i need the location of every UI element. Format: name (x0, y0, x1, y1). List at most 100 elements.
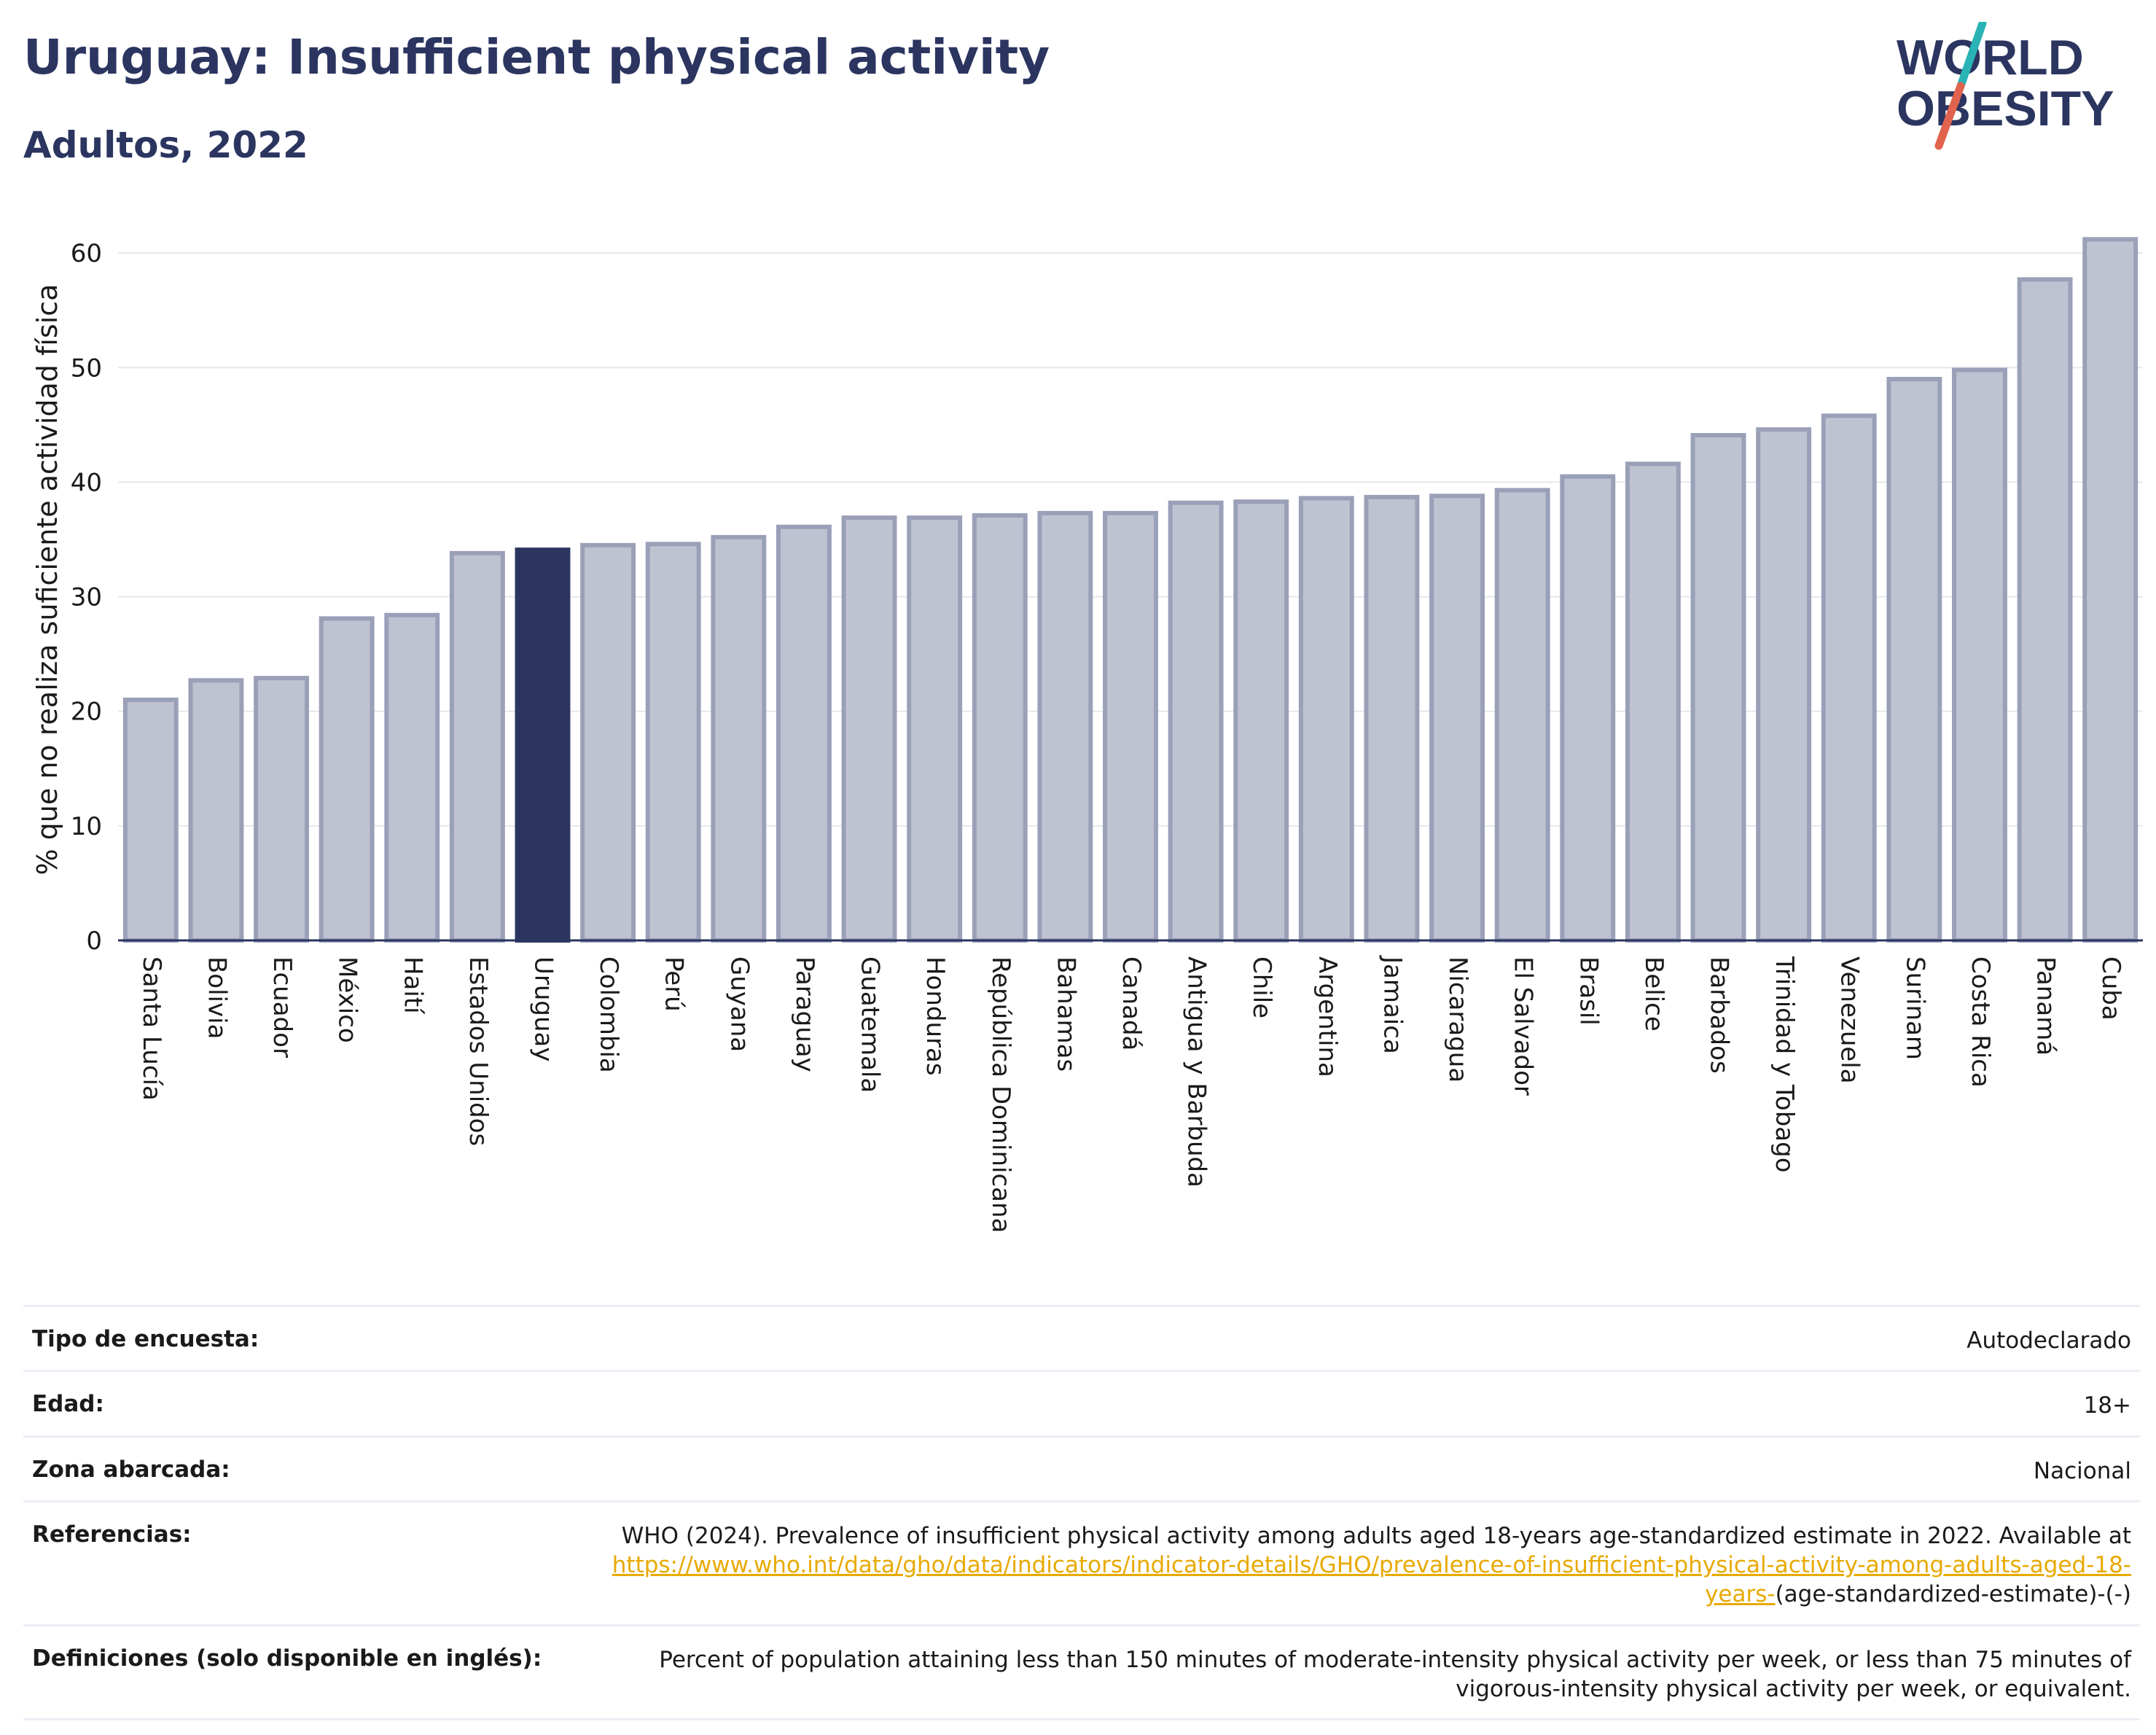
x-tick-label: Canadá (1117, 956, 1146, 1050)
x-tick-label: Santa Lucía (137, 956, 166, 1101)
bar-trinidad-y-tobago (1756, 427, 1812, 943)
bar-ecuador (254, 676, 309, 943)
bar-estados-unidos (449, 550, 505, 943)
bar-el-salvador (1494, 488, 1550, 943)
bar-brasil (1560, 474, 1616, 943)
logo-slash-coral (1934, 82, 1965, 150)
y-tick-label: 50 (71, 354, 102, 383)
meta-row-survey-type: Tipo de encuesta: Autodeclarado (23, 1305, 2140, 1370)
chart-bars (122, 237, 2139, 943)
x-tick-label: Perú (660, 956, 689, 1012)
bar-belice (1625, 461, 1681, 943)
bar-cuba (2082, 237, 2139, 943)
meta-label: Zona abarcada: (32, 1456, 230, 1483)
bar-méxico (319, 616, 375, 943)
x-axis-ticks: Santa Lucía Bolivia Ecuador México Haití Esta… (137, 955, 2125, 1233)
bar-uruguay (515, 547, 571, 943)
reference-text: WHO (2024). Prevalence of insufficient p… (621, 1522, 2131, 1549)
x-tick-label: Surinam (1900, 956, 1929, 1060)
bar-jamaica (1364, 494, 1420, 943)
bar-honduras (907, 515, 963, 943)
x-tick-label: Estados Unidos (464, 956, 493, 1146)
x-tick-label: Antigua y Barbuda (1182, 956, 1211, 1188)
y-tick-label: 40 (71, 468, 102, 497)
x-tick-label: Jamaica (1378, 955, 1407, 1054)
meta-label: Edad: (32, 1391, 104, 1418)
x-tick-label: El Salvador (1509, 956, 1538, 1096)
x-tick-label: Belice (1639, 956, 1668, 1032)
x-tick-label: Costa Rica (1966, 956, 1995, 1088)
x-tick-label: Uruguay (528, 956, 558, 1062)
logo-slash-teal (1956, 22, 1987, 90)
metadata-table: Tipo de encuesta: Autodeclarado Edad: 18… (23, 1305, 2140, 1721)
x-tick-label: Bolivia (202, 956, 231, 1039)
bar-haití (384, 612, 440, 943)
x-tick-label: México (333, 956, 362, 1043)
bar-colombia (580, 542, 636, 943)
bar-paraguay (776, 524, 832, 943)
y-tick-label: 10 (71, 812, 102, 841)
x-tick-label: Nicaragua (1443, 956, 1472, 1083)
meta-value: Nacional (2033, 1457, 2131, 1484)
bar-costa-rica (1952, 367, 2007, 943)
y-tick-label: 30 (71, 583, 102, 612)
reference-suffix: (age-standardized-estimate)-(-) (1775, 1581, 2131, 1608)
bar-chart: 0 10 20 30 40 50 60 Santa Lucía Bolivia Ecuador M… (31, 237, 2143, 1233)
logo-line-2: OBESITY (1897, 81, 2114, 136)
meta-row-definitions: Definiciones (solo disponible en inglés)… (23, 1623, 2140, 1721)
meta-value: Autodeclarado (1966, 1327, 2131, 1354)
x-tick-label: Ecuador (267, 956, 297, 1058)
y-axis-label: % que no realiza suficiente actividad fí… (31, 284, 63, 876)
bar-guyana (711, 534, 767, 943)
y-tick-label: 60 (71, 239, 102, 268)
meta-row-age: Edad: 18+ (23, 1370, 2140, 1435)
x-tick-label: Paraguay (790, 956, 819, 1072)
x-tick-label: Trinidad y Tobago (1770, 956, 1799, 1173)
meta-value: Percent of population attaining less tha… (659, 1646, 2131, 1703)
meta-label: Tipo de encuesta: (32, 1326, 259, 1352)
page-subtitle: Adultos, 2022 (23, 124, 308, 166)
bar-república-dominicana (972, 513, 1028, 943)
reference-link[interactable]: https://www.who.int/data/gho/data/indica… (612, 1552, 2131, 1608)
meta-value: WHO (2024). Prevalence of insufficient p… (571, 1521, 2131, 1610)
x-tick-label: Panamá (2031, 956, 2061, 1056)
world-obesity-logo: WORLD OBESITY (1897, 22, 2114, 150)
bar-argentina (1298, 496, 1354, 943)
bar-bahamas (1037, 510, 1093, 943)
bar-bolivia (188, 678, 244, 943)
x-tick-label: República Dominicana (986, 956, 1015, 1233)
bar-guatemala (841, 515, 897, 943)
y-tick-label: 0 (86, 927, 102, 956)
x-tick-label: Bahamas (1051, 956, 1080, 1072)
bar-nicaragua (1429, 494, 1485, 943)
x-tick-label: Guatemala (856, 956, 885, 1093)
y-axis-ticks: 0 10 20 30 40 50 60 (71, 239, 102, 956)
x-tick-label: Venezuela (1835, 956, 1864, 1084)
x-tick-label: Guyana (724, 956, 754, 1052)
bar-perú (645, 542, 701, 943)
meta-label: Definiciones (solo disponible en inglés)… (32, 1645, 542, 1672)
x-tick-label: Cuba (2096, 956, 2125, 1021)
x-tick-label: Honduras (921, 956, 950, 1076)
meta-row-coverage: Zona abarcada: Nacional (23, 1435, 2140, 1500)
bar-surinam (1886, 377, 1942, 943)
x-tick-label: Brasil (1574, 956, 1603, 1026)
page-title: Uruguay: Insufficient physical activity (23, 29, 1050, 85)
bar-venezuela (1821, 413, 1877, 943)
x-tick-label: Chile (1247, 956, 1276, 1018)
meta-value: 18+ (2083, 1392, 2131, 1419)
bar-santa-lucía (122, 698, 179, 943)
bar-canadá (1103, 510, 1158, 943)
bar-antigua-y-barbuda (1168, 500, 1224, 943)
y-tick-label: 20 (71, 698, 102, 727)
meta-row-references: Referencias: WHO (2024). Prevalence of i… (23, 1500, 2140, 1624)
x-tick-label: Argentina (1313, 956, 1342, 1077)
meta-label: Referencias: (32, 1521, 192, 1548)
bar-panamá (2017, 277, 2073, 943)
bar-chile (1233, 499, 1289, 943)
logo-line-1: WORLD (1897, 30, 2084, 85)
x-tick-label: Colombia (594, 956, 623, 1073)
x-tick-label: Barbados (1705, 956, 1734, 1074)
x-tick-label: Haití (398, 956, 427, 1015)
bar-barbados (1690, 433, 1746, 943)
